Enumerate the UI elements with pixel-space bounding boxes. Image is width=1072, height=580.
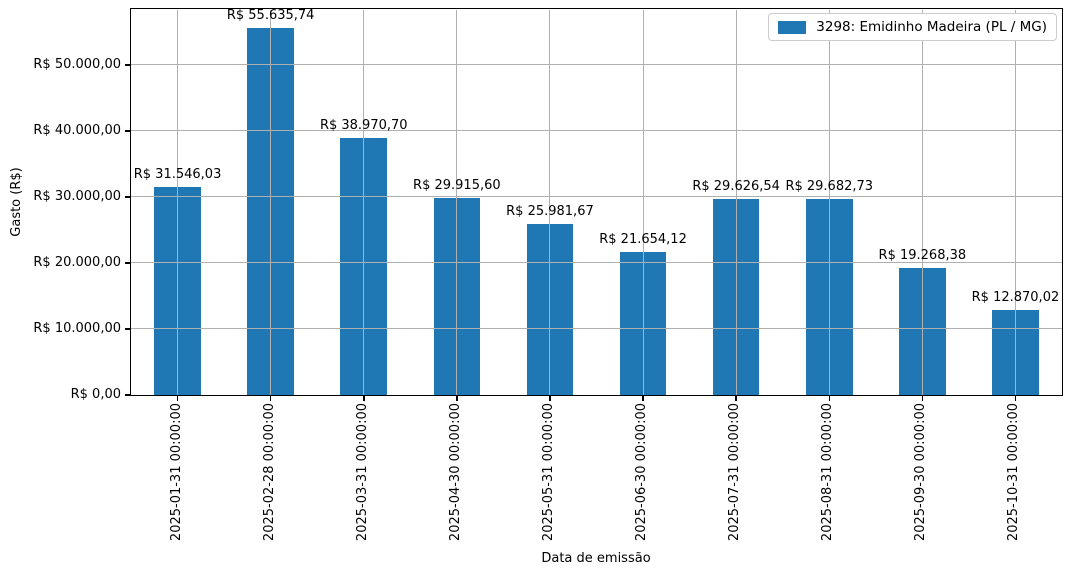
bar-value-label: R$ 12.870,02	[971, 290, 1060, 306]
x-tick-label: 2025-10-31 00:00:00	[1006, 403, 1022, 542]
x-tick-mark	[549, 396, 551, 401]
x-tick-mark	[363, 396, 365, 401]
x-tick-mark	[456, 396, 458, 401]
x-tick-mark	[1014, 396, 1017, 401]
y-tick-label: R$ 10.000,00	[33, 320, 121, 336]
y-tick-label: R$ 20.000,00	[33, 254, 121, 270]
x-tick-label: 2025-03-31 00:00:00	[354, 403, 370, 542]
x-tick-label: 2025-04-30 00:00:00	[447, 403, 463, 542]
y-tick-mark	[125, 130, 130, 132]
x-tick-mark	[921, 396, 924, 401]
legend-swatch	[778, 20, 807, 34]
legend: 3298: Emidinho Madeira (PL / MG)	[768, 13, 1057, 41]
v-gridline	[642, 10, 644, 395]
x-tick-mark	[735, 396, 737, 401]
x-tick-mark	[642, 396, 644, 401]
y-tick-mark	[125, 394, 130, 396]
v-gridline	[270, 10, 272, 395]
bar-value-label: R$ 25.981,67	[506, 203, 594, 219]
v-gridline	[456, 10, 458, 395]
x-tick-label: 2025-05-31 00:00:00	[540, 403, 556, 542]
bar-value-label: R$ 29.915,60	[413, 177, 501, 193]
y-tick-mark	[125, 262, 130, 264]
bar-value-label: R$ 29.682,73	[785, 179, 874, 195]
x-axis-title: Data de emissão	[541, 551, 651, 566]
h-gridline	[131, 328, 1062, 330]
y-tick-label: R$ 0,00	[70, 387, 121, 402]
y-tick-mark	[125, 328, 130, 330]
bar-value-label: R$ 55.635,74	[226, 7, 315, 23]
v-gridline	[549, 10, 551, 395]
h-gridline	[131, 262, 1062, 264]
bar-value-label: R$ 19.268,38	[878, 247, 967, 263]
x-tick-label: 2025-07-31 00:00:00	[727, 403, 743, 542]
x-tick-mark	[176, 396, 179, 401]
v-gridline	[177, 10, 179, 395]
v-gridline	[735, 10, 737, 395]
x-tick-mark	[828, 396, 830, 401]
v-gridline	[1014, 10, 1016, 395]
x-tick-label: 2025-08-31 00:00:00	[820, 403, 836, 542]
x-tick-label: 2025-02-28 00:00:00	[261, 403, 277, 542]
bar-value-label: R$ 29.626,54	[692, 179, 780, 195]
x-tick-label: 2025-06-30 00:00:00	[634, 403, 650, 542]
y-tick-mark	[125, 64, 130, 66]
h-gridline	[131, 64, 1062, 66]
x-tick-label: 2025-09-30 00:00:00	[913, 403, 929, 542]
x-tick-mark	[269, 396, 272, 401]
v-gridline	[363, 10, 365, 395]
y-tick-mark	[125, 196, 130, 198]
y-tick-label: R$ 40.000,00	[33, 122, 121, 138]
h-gridline	[131, 130, 1062, 132]
y-tick-label: R$ 30.000,00	[33, 188, 121, 204]
v-gridline	[921, 10, 923, 395]
bar-value-label: R$ 31.546,03	[133, 166, 222, 182]
h-gridline	[131, 196, 1062, 198]
legend-label: 3298: Emidinho Madeira (PL / MG)	[816, 19, 1047, 35]
v-gridline	[828, 10, 830, 395]
x-tick-label: 2025-01-31 00:00:00	[168, 403, 184, 542]
y-tick-label: R$ 50.000,00	[33, 56, 121, 72]
bar-value-label: R$ 38.970,70	[319, 117, 408, 133]
bar-value-label: R$ 21.654,12	[599, 232, 687, 248]
